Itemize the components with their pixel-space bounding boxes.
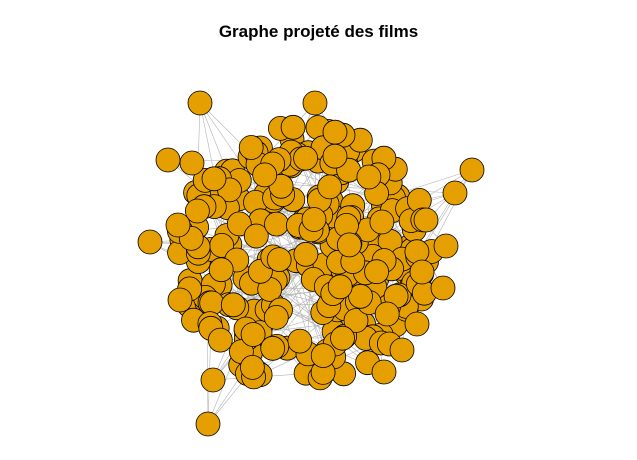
- graph-node: [413, 207, 439, 233]
- graph-node: [293, 145, 319, 171]
- graph-node: [374, 301, 400, 327]
- graph-node: [226, 211, 252, 237]
- graph-node: [364, 259, 390, 285]
- graph-node: [243, 223, 269, 249]
- graph-node: [389, 337, 415, 363]
- graph-node: [287, 328, 313, 354]
- graph-node: [239, 354, 265, 380]
- graph-node: [409, 259, 435, 285]
- graph-node: [179, 150, 205, 176]
- graph-node: [200, 367, 226, 393]
- graph-node: [356, 164, 382, 190]
- graph-node: [404, 311, 430, 337]
- graph-node: [252, 162, 278, 188]
- graph-node: [220, 292, 246, 318]
- graph-node: [302, 90, 328, 116]
- graph-node: [330, 325, 355, 351]
- graph-node: [322, 119, 348, 145]
- graph-node: [208, 257, 234, 283]
- graph-node: [195, 411, 221, 437]
- graph-node: [369, 209, 395, 235]
- graph-node: [167, 287, 193, 313]
- graph-node: [327, 274, 353, 300]
- graph-node: [310, 343, 336, 369]
- graph-node: [187, 90, 213, 116]
- graph-node: [165, 212, 191, 238]
- graph-node: [293, 241, 319, 267]
- graph-node: [459, 157, 485, 183]
- graph-node: [137, 229, 163, 255]
- graph-node: [201, 166, 227, 192]
- graph-node: [240, 322, 266, 347]
- graph-node: [433, 233, 459, 259]
- graph-title: Graphe projeté des films: [218, 22, 419, 41]
- graph-node: [317, 174, 343, 200]
- graph-node: [184, 198, 210, 224]
- graph-node: [260, 335, 286, 361]
- graph-node: [371, 359, 397, 385]
- graph-node: [336, 232, 362, 258]
- graph-node: [348, 283, 373, 309]
- graph-node: [343, 308, 369, 333]
- graph-node: [442, 180, 468, 206]
- graph-node: [301, 207, 327, 232]
- graph-node: [263, 304, 289, 330]
- graph-node: [430, 275, 456, 301]
- graph-node: [155, 147, 181, 173]
- graph-node: [322, 143, 348, 169]
- graph-node: [207, 327, 233, 353]
- graph-node: [266, 247, 292, 273]
- graph-node: [280, 114, 306, 140]
- graph-node: [238, 135, 264, 160]
- graph-nodes: [137, 90, 485, 437]
- graph-node: [264, 211, 289, 237]
